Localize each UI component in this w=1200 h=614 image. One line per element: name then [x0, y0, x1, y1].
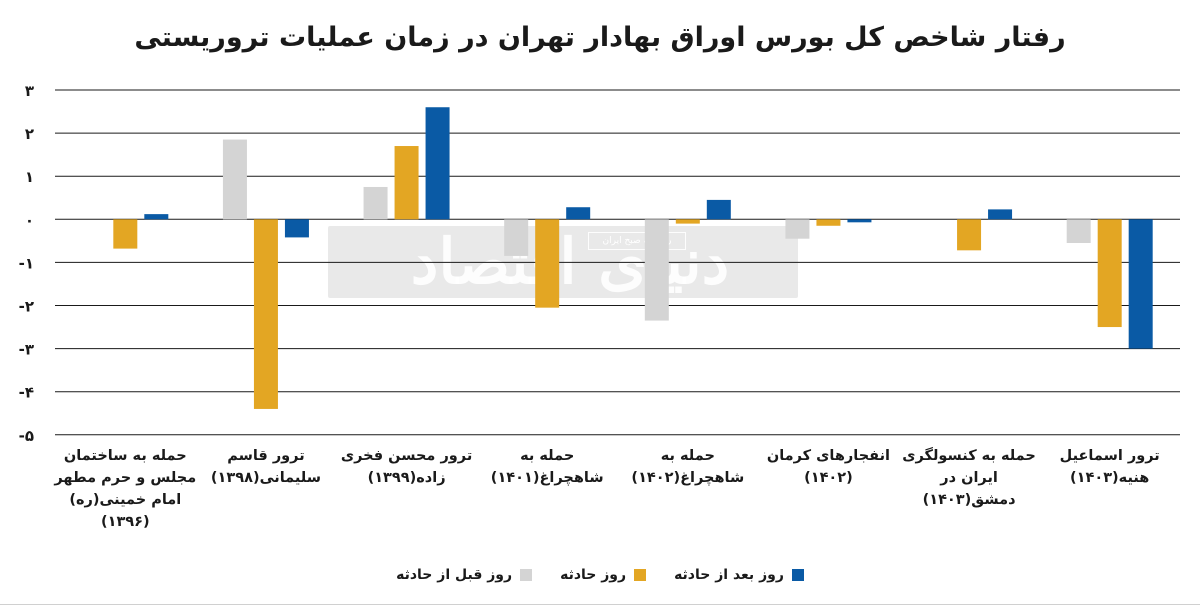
legend-label: روز قبل از حادثه — [396, 567, 513, 583]
bar-on — [535, 219, 560, 308]
legend-swatch — [791, 569, 804, 581]
x-category-label: ترور محسن فخری زاده(۱۳۹۹) — [340, 448, 473, 486]
bar-after — [425, 107, 450, 220]
legend-swatch — [634, 569, 647, 581]
legend-item: روز بعد از حادثه — [674, 567, 804, 583]
y-tick-label: -۱ — [19, 254, 34, 272]
x-category-label: انفجارهای کرمان (۱۴۰۲) — [766, 448, 891, 486]
bar-before — [363, 186, 388, 220]
bar-before — [1066, 219, 1091, 244]
bar-before — [785, 219, 810, 239]
y-tick-label: -۳ — [19, 341, 34, 359]
bar-on — [113, 219, 138, 249]
bar-after — [284, 219, 309, 238]
legend-label: روز بعد از حادثه — [674, 567, 784, 583]
bar-on — [253, 219, 278, 409]
bar-before — [644, 219, 669, 321]
legend-swatch — [520, 569, 533, 581]
bar-after — [988, 209, 1013, 220]
x-category-label: حمله به ساختمان مجلس و حرم مطهر امام خمی… — [54, 448, 197, 530]
x-category-label: حمله به شاهچراغ(۱۴۰۱) — [490, 448, 604, 486]
bar-before — [222, 139, 247, 220]
bar-on — [675, 219, 700, 224]
y-tick-label: -۴ — [19, 384, 34, 402]
x-category-label: حمله به کنسولگری ایران در دمشق(۱۴۰۳) — [902, 448, 1036, 508]
watermark-subtext: روزنامه صبح ایران — [588, 232, 686, 250]
bar-after — [1128, 219, 1153, 349]
bottom-divider — [0, 604, 1200, 605]
legend-label: روز حادثه — [560, 567, 627, 583]
y-tick-label: ۰ — [25, 211, 34, 229]
legend-item: روز قبل از حادثه — [396, 567, 533, 583]
bar-after — [847, 219, 872, 223]
legend-item: روز حادثه — [560, 567, 647, 583]
y-tick-label: ۲ — [25, 125, 34, 143]
y-tick-label: ۱ — [25, 168, 34, 186]
y-tick-label: -۵ — [19, 427, 34, 445]
bar-on — [1097, 219, 1122, 328]
bar-before — [504, 219, 529, 256]
bar-after — [144, 214, 169, 220]
bar-after — [706, 199, 731, 220]
watermark-logo: دنیای اقتصاد — [410, 225, 730, 298]
x-category-label: حمله به شاهچراغ(۱۴۰۲) — [631, 448, 745, 486]
y-tick-label: -۲ — [19, 298, 34, 316]
x-category-label: ترور قاسم سلیمانی(۱۳۹۸) — [210, 448, 321, 486]
bar-after — [566, 207, 591, 220]
chart-legend: روز بعد از حادثه روز حادثه روز قبل از حادث… — [0, 567, 1200, 583]
bar-on — [394, 146, 419, 220]
bar-on — [957, 219, 982, 251]
x-category-label: ترور اسماعیل هنیه(۱۴۰۳) — [1059, 448, 1160, 486]
bar-on — [816, 219, 841, 226]
chart-title: رفتار شاخص کل بورس اوراق بهادار تهران در… — [134, 22, 1066, 53]
y-tick-label: ۳ — [25, 82, 34, 100]
